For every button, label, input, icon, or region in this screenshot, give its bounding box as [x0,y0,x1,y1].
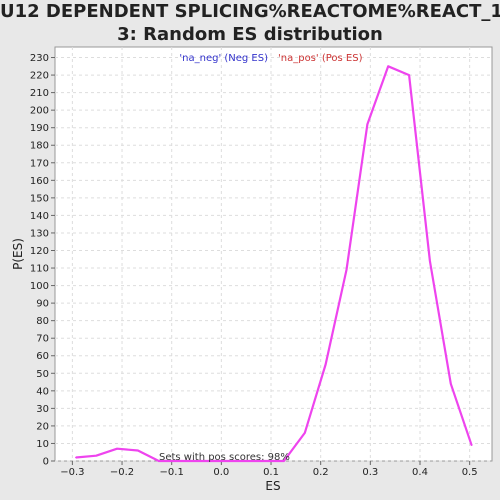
y-tick-label: 80 [36,316,49,327]
x-axis-label: ES [265,479,280,493]
x-tick-label: 0.1 [263,467,279,478]
x-tick-label: −0.3 [60,467,84,478]
data-point [408,74,410,76]
legend-entry-pos: 'na_pos' (Pos ES) [278,53,363,64]
data-point [241,460,244,462]
y-tick-label: 220 [30,71,49,82]
series-group [75,65,473,463]
data-point [303,432,306,434]
chart-title-line-2: 3: Random ES distribution [117,24,383,45]
grid [55,47,492,462]
data-point [387,65,390,68]
y-tick-label: 140 [30,211,49,222]
x-tick-label: 0.4 [412,467,428,478]
data-point [262,460,264,462]
data-point [449,383,452,385]
plot-area [54,46,493,462]
y-tick-label: 0 [43,457,49,468]
y-tick-label: 60 [36,351,49,362]
y-tick-label: 180 [30,141,49,152]
data-point [324,363,327,366]
y-tick-label: 10 [36,439,49,450]
y-tick-label: 30 [36,404,49,415]
x-axis: −0.3 −0.2 −0.1 0.0 0.1 0.2 0.3 0.4 0.5 [60,461,478,478]
y-tick-label: 100 [30,281,49,292]
data-point [366,123,369,125]
data-point [283,460,285,462]
y-tick-label: 20 [36,421,49,432]
data-point [95,454,98,457]
data-point [75,456,77,459]
y-tick-label: 110 [30,264,49,275]
y-tick-label: 130 [30,228,49,239]
x-tick-label: 0.3 [362,467,378,478]
data-point [116,447,118,450]
y-tick-label: 120 [30,246,49,257]
y-tick-label: 40 [36,386,49,397]
data-point [137,449,139,452]
y-tick-label: 230 [30,53,49,64]
data-point [178,460,181,462]
y-tick-label: 70 [36,334,49,345]
chart-title-line-1: U12 DEPENDENT SPLICING%REACTOME%REACT_17… [0,1,500,22]
x-tick-label: −0.1 [160,467,184,478]
x-tick-label: −0.2 [110,467,134,478]
data-point [345,268,348,271]
x-tick-label: 0.0 [213,467,229,478]
annotation: Sets with pos scores: 98% [159,452,290,463]
data-point [470,444,473,447]
y-tick-label: 160 [30,176,49,187]
x-tick-label: 0.5 [462,467,478,478]
y-tick-label: 90 [36,299,49,310]
data-point [220,460,223,462]
data-point [429,260,431,262]
legend-entry-neg: 'na_neg' (Neg ES) [179,53,268,64]
y-axis-label: P(ES) [11,238,25,270]
series-line [75,65,473,463]
y-tick-label: 210 [30,88,49,99]
y-tick-label: 190 [30,123,49,134]
y-axis: 0 10 20 30 40 50 60 70 80 90 100 110 120 130 140 150 160… [30,53,55,468]
chart-title: U12 DEPENDENT SPLICING%REACTOME%REACT_17… [0,0,500,46]
y-tick-label: 200 [30,106,49,117]
x-tick-label: 0.2 [313,467,329,478]
y-tick-label: 170 [30,158,49,169]
y-tick-label: 150 [30,193,49,204]
y-tick-label: 50 [36,369,49,380]
data-point [157,460,160,462]
data-point [199,460,202,462]
